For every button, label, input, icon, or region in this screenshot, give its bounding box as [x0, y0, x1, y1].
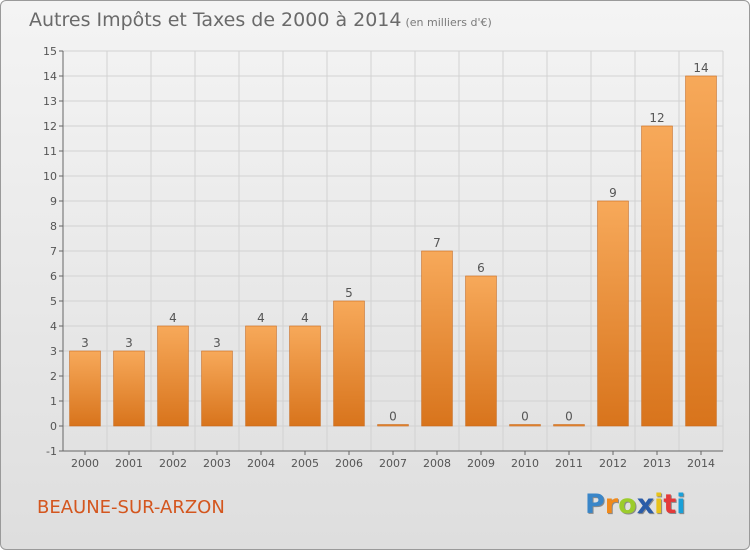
y-tick-label: 11	[43, 145, 57, 158]
logo-letter: i	[676, 489, 686, 520]
x-tick-label: 2010	[511, 457, 539, 470]
y-tick-label: 0	[50, 420, 57, 433]
bar-2005	[289, 325, 321, 427]
y-tick-label: 1	[50, 395, 57, 408]
x-tick-label: 2007	[379, 457, 407, 470]
value-label-2012: 9	[609, 186, 617, 200]
bars	[69, 75, 717, 427]
bar-2003	[201, 350, 233, 427]
proxiti-logo: Proxiti	[585, 489, 686, 520]
x-tick-label: 2009	[467, 457, 495, 470]
value-label-2007: 0	[389, 410, 397, 424]
y-tick-label: 9	[50, 195, 57, 208]
y-tick-label: 14	[43, 70, 57, 83]
logo-letter: x	[636, 489, 655, 520]
logo-letter: o	[618, 489, 637, 520]
y-tick-label: -1	[46, 445, 57, 458]
y-tick-label: 6	[50, 270, 57, 283]
bar-2006	[333, 300, 365, 427]
x-tick-label: 2000	[71, 457, 99, 470]
bar-2000	[69, 350, 101, 427]
value-label-2002: 4	[169, 311, 177, 325]
x-tick-label: 2011	[555, 457, 583, 470]
y-tick-label: 7	[50, 245, 57, 258]
bar-2007	[377, 424, 409, 427]
labels: 3 2000 3 2001 4 2002 3 2003 4 2004 4 2005 5 2006 0 2007…	[71, 61, 715, 470]
chart-subtitle: (en milliers d'€)	[405, 16, 492, 29]
y-tick-label: 15	[43, 45, 57, 58]
y-tick-label: 2	[50, 370, 57, 383]
bar-2004	[245, 325, 277, 427]
x-tick-label: 2001	[115, 457, 143, 470]
x-tick-label: 2004	[247, 457, 275, 470]
value-label-2004: 4	[257, 311, 265, 325]
y-tick-label: 12	[43, 120, 57, 133]
y-tick-label: 3	[50, 345, 57, 358]
y-tick-label: 8	[50, 220, 57, 233]
x-tick-label: 2005	[291, 457, 319, 470]
x-tick-label: 2012	[599, 457, 627, 470]
logo-letter: r	[604, 489, 619, 520]
value-label-2014: 14	[693, 61, 708, 75]
value-label-2013: 12	[649, 111, 664, 125]
chart-title: Autres Impôts et Taxes de 2000 à 2014 (en…	[29, 9, 492, 31]
y-tick-label: 10	[43, 170, 57, 183]
value-label-2006: 5	[345, 286, 353, 300]
bar-2008	[421, 250, 453, 427]
x-tick-label: 2002	[159, 457, 187, 470]
y-tick-label: 13	[43, 95, 57, 108]
value-label-2003: 3	[213, 336, 221, 350]
x-tick-label: 2003	[203, 457, 231, 470]
logo-letter: i	[654, 489, 664, 520]
bar-2012	[597, 200, 629, 427]
x-tick-label: 2013	[643, 457, 671, 470]
title-text: Autres Impôts et Taxes de 2000 à 2014	[29, 9, 402, 31]
value-label-2010: 0	[521, 410, 529, 424]
y-tick-label: 5	[50, 295, 57, 308]
value-label-2008: 7	[433, 236, 441, 250]
bar-2011	[553, 424, 585, 427]
bar-2013	[641, 125, 673, 427]
x-tick-label: 2006	[335, 457, 363, 470]
bar-2002	[157, 325, 189, 427]
value-label-2000: 3	[81, 336, 89, 350]
y-tick-label: 4	[50, 320, 57, 333]
value-label-2009: 6	[477, 261, 485, 275]
bar-2014	[685, 75, 717, 427]
logo-letter: t	[663, 489, 677, 520]
value-label-2001: 3	[125, 336, 133, 350]
logo-letter: P	[585, 489, 605, 520]
bar-2009	[465, 275, 497, 427]
value-label-2005: 4	[301, 311, 309, 325]
x-tick-label: 2014	[687, 457, 715, 470]
place-name: BEAUNE-SUR-ARZON	[37, 497, 225, 518]
bar-2001	[113, 350, 145, 427]
bar-2010	[509, 424, 541, 427]
x-tick-label: 2008	[423, 457, 451, 470]
value-label-2011: 0	[565, 410, 573, 424]
